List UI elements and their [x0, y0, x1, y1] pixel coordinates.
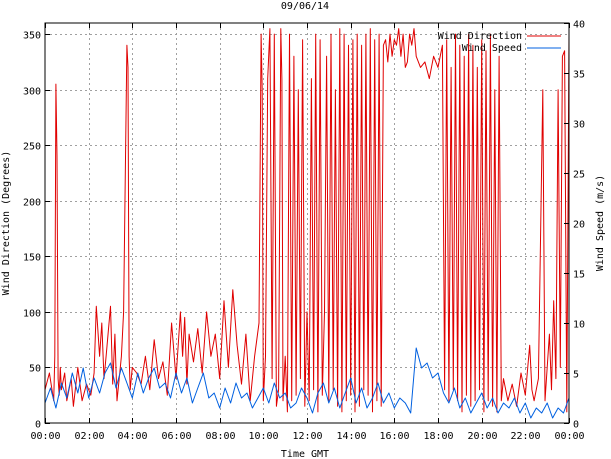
- x-tick-label: 12:00: [292, 431, 322, 442]
- x-tick-label: 00:00: [554, 431, 584, 442]
- y-right-tick-label: 40: [573, 20, 585, 31]
- y-right-tick-label: 35: [573, 70, 585, 81]
- y-axis-right: 0 5 10 15 20 25 30 35 40: [564, 20, 585, 431]
- x-tick-label: 18:00: [423, 431, 453, 442]
- y-left-tick-label: 100: [23, 309, 41, 320]
- y-right-tick-label: 10: [573, 320, 585, 331]
- legend-label: Wind Direction: [438, 31, 522, 42]
- x-axis: 00:00 02:00 04:00 06:00 08:00 10:00 12:00 14:00…: [30, 23, 585, 442]
- y-axis-left: 0 50 100 150 200 250 300 350: [23, 31, 50, 431]
- x-tick-label: 06:00: [161, 431, 191, 442]
- x-tick-label: 04:00: [117, 431, 147, 442]
- legend-label: Wind Speed: [462, 43, 522, 54]
- y-right-tick-label: 20: [573, 220, 585, 231]
- x-tick-label: 14:00: [336, 431, 366, 442]
- y-left-tick-label: 350: [23, 31, 41, 42]
- y-left-tick-label: 0: [35, 420, 41, 431]
- chart-title: 09/06/14: [281, 1, 329, 12]
- y-axis-left-label: Wind Direction (Degrees): [1, 151, 12, 296]
- x-tick-label: 10:00: [248, 431, 278, 442]
- y-right-tick-label: 0: [573, 420, 579, 431]
- y-left-tick-label: 300: [23, 87, 41, 98]
- x-axis-label: Time GMT: [281, 449, 329, 459]
- x-tick-label: 08:00: [205, 431, 235, 442]
- plot-area: [44, 28, 570, 419]
- y-axis-right-label: Wind Speed (m/s): [595, 175, 606, 271]
- y-right-tick-label: 30: [573, 120, 585, 131]
- y-left-tick-label: 250: [23, 142, 41, 153]
- y-left-tick-label: 50: [29, 364, 41, 375]
- x-tick-label: 02:00: [74, 431, 104, 442]
- y-left-tick-label: 150: [23, 253, 41, 264]
- y-right-tick-label: 25: [573, 170, 585, 181]
- x-tick-label: 16:00: [379, 431, 409, 442]
- x-tick-label: 20:00: [467, 431, 497, 442]
- y-right-tick-label: 15: [573, 270, 585, 281]
- y-left-tick-label: 200: [23, 198, 41, 209]
- series-line-wind-speed: [44, 347, 570, 419]
- x-tick-label: 22:00: [510, 431, 540, 442]
- y-right-tick-label: 5: [573, 370, 579, 381]
- series-line-wind-direction: [44, 28, 570, 413]
- x-tick-label: 00:00: [30, 431, 60, 442]
